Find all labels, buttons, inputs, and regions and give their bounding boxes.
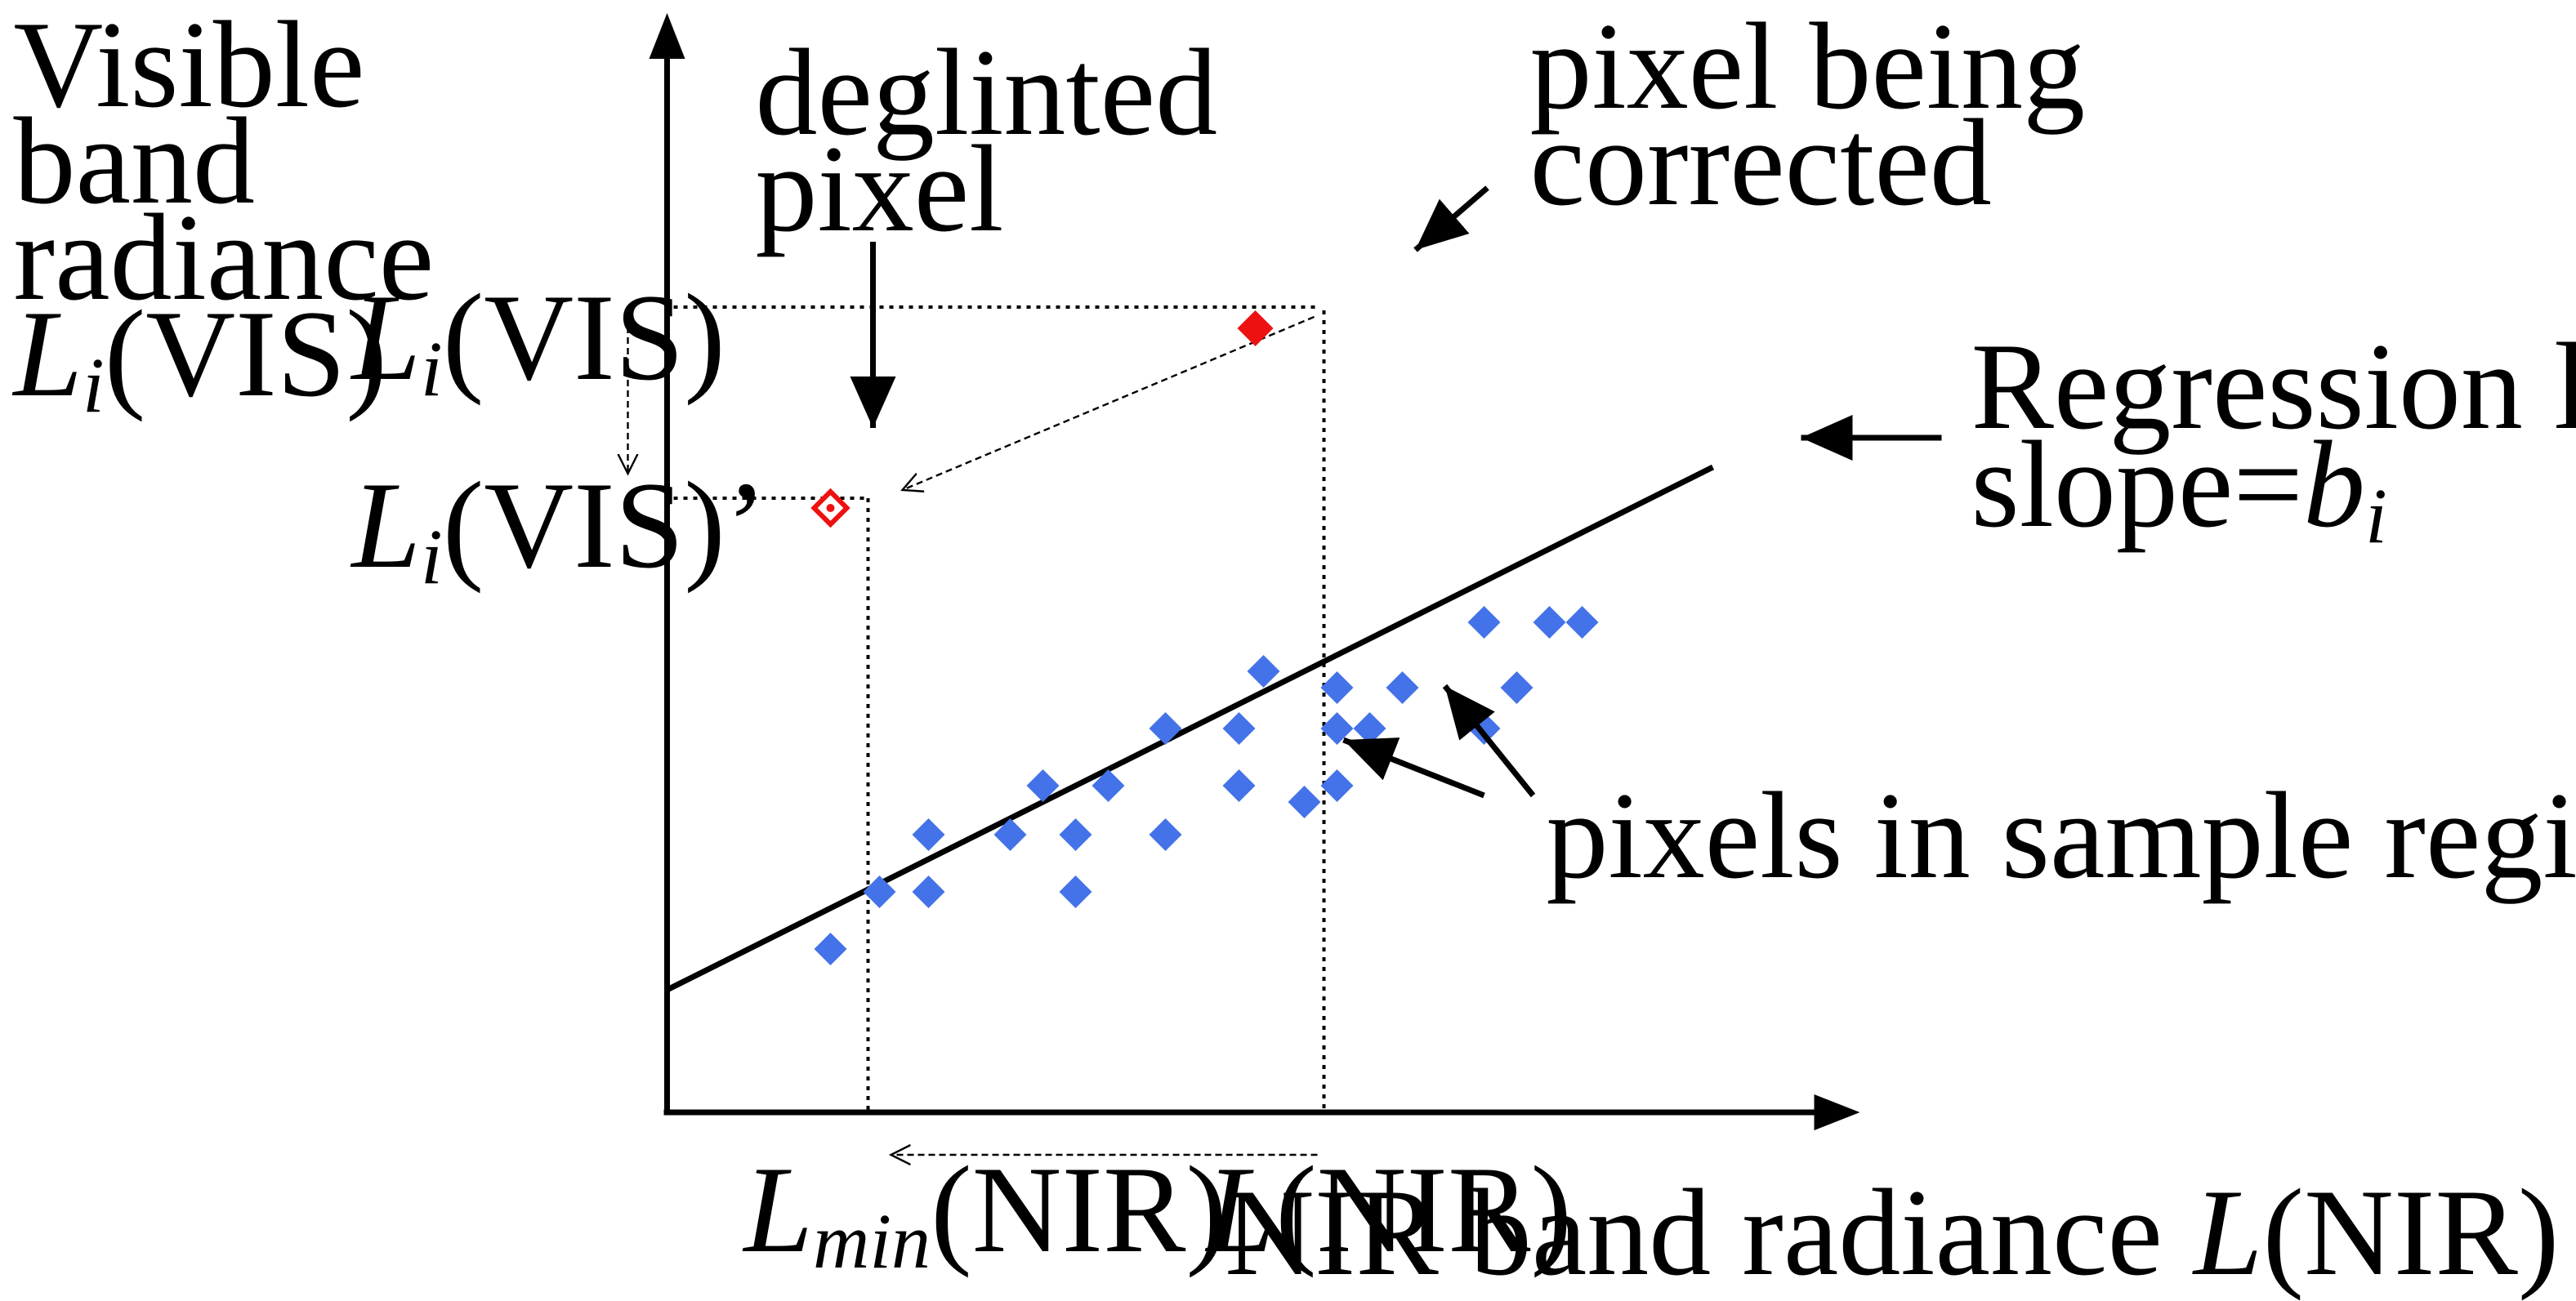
sample-point: [1149, 712, 1182, 745]
deglinted-point-center: [826, 504, 835, 512]
sample-point: [1386, 671, 1419, 704]
y-axis-title: Visible band radiance Li(VIS): [12, 0, 435, 429]
sample-points: [814, 606, 1599, 965]
regression-line: [665, 464, 1715, 993]
correction-arrows: [628, 315, 1318, 1155]
sample-point: [1467, 606, 1501, 639]
svg-text:Visible: Visible: [14, 0, 365, 133]
sample-point: [1059, 818, 1092, 851]
y-axis-arrowhead: [649, 13, 685, 59]
sample-point: [912, 876, 945, 908]
sample-arrow-1: [1342, 737, 1485, 799]
sample-point: [1288, 786, 1321, 818]
sample-point: [912, 818, 945, 851]
sample-point: [1149, 818, 1182, 851]
svg-text:radiance: radiance: [14, 189, 435, 326]
sample-point: [1533, 606, 1566, 639]
sample-arrow-2: [1442, 684, 1536, 798]
svg-text:band: band: [14, 92, 255, 229]
tick-label-lmin-nir: Lmin(NIR): [743, 1141, 1228, 1285]
deglinted-label-2: pixel: [756, 120, 1004, 257]
sample-point: [1500, 671, 1534, 704]
sample-point: [1353, 712, 1386, 745]
sample-point: [863, 876, 896, 908]
diagonal-correction-arrow: [903, 315, 1315, 490]
sample-point: [1222, 712, 1256, 745]
corrected-arrow: [1413, 185, 1489, 252]
sample-point: [1565, 606, 1599, 639]
sample-region-label: pixels in sample region: [1547, 767, 2576, 904]
special-points: [810, 310, 1274, 528]
svg-text:Li(VIS): Li(VIS): [12, 285, 387, 429]
corrected-point: [1237, 310, 1274, 346]
corrected-label: pixel being: [1530, 0, 2086, 135]
annotations: deglinted pixel pixel being corrected Re…: [756, 0, 2576, 904]
sample-point: [1026, 769, 1060, 802]
sample-point: [1222, 769, 1256, 802]
x-axis-title: NIR band radiance L(NIR): [1225, 1164, 2560, 1301]
regression-slope-label: slope=bi: [1971, 416, 2387, 559]
tick-labels: Li(VIS) Li(VIS)’ Lmin(NIR) L(NIR): [350, 269, 1573, 1285]
tick-label-li-vis-prime: Li(VIS)’: [350, 457, 767, 600]
sample-point: [1320, 671, 1354, 704]
x-axis-arrowhead: [1814, 1094, 1860, 1130]
deglinted-label: deglinted: [756, 24, 1218, 161]
sample-point: [1092, 769, 1125, 802]
axes: [649, 13, 1860, 1130]
tick-label-li-vis: Li(VIS): [350, 269, 725, 412]
sample-point: [1059, 876, 1092, 908]
sample-point: [1247, 655, 1280, 688]
sample-point: [993, 818, 1027, 851]
callout-arrows: [850, 185, 1942, 799]
sample-point: [814, 933, 847, 965]
tick-label-l-nir: L(NIR): [1205, 1141, 1573, 1278]
regression-label: Regression line,: [1971, 318, 2576, 455]
sample-point: [1320, 712, 1354, 745]
corrected-label-2: corrected: [1530, 94, 1992, 231]
